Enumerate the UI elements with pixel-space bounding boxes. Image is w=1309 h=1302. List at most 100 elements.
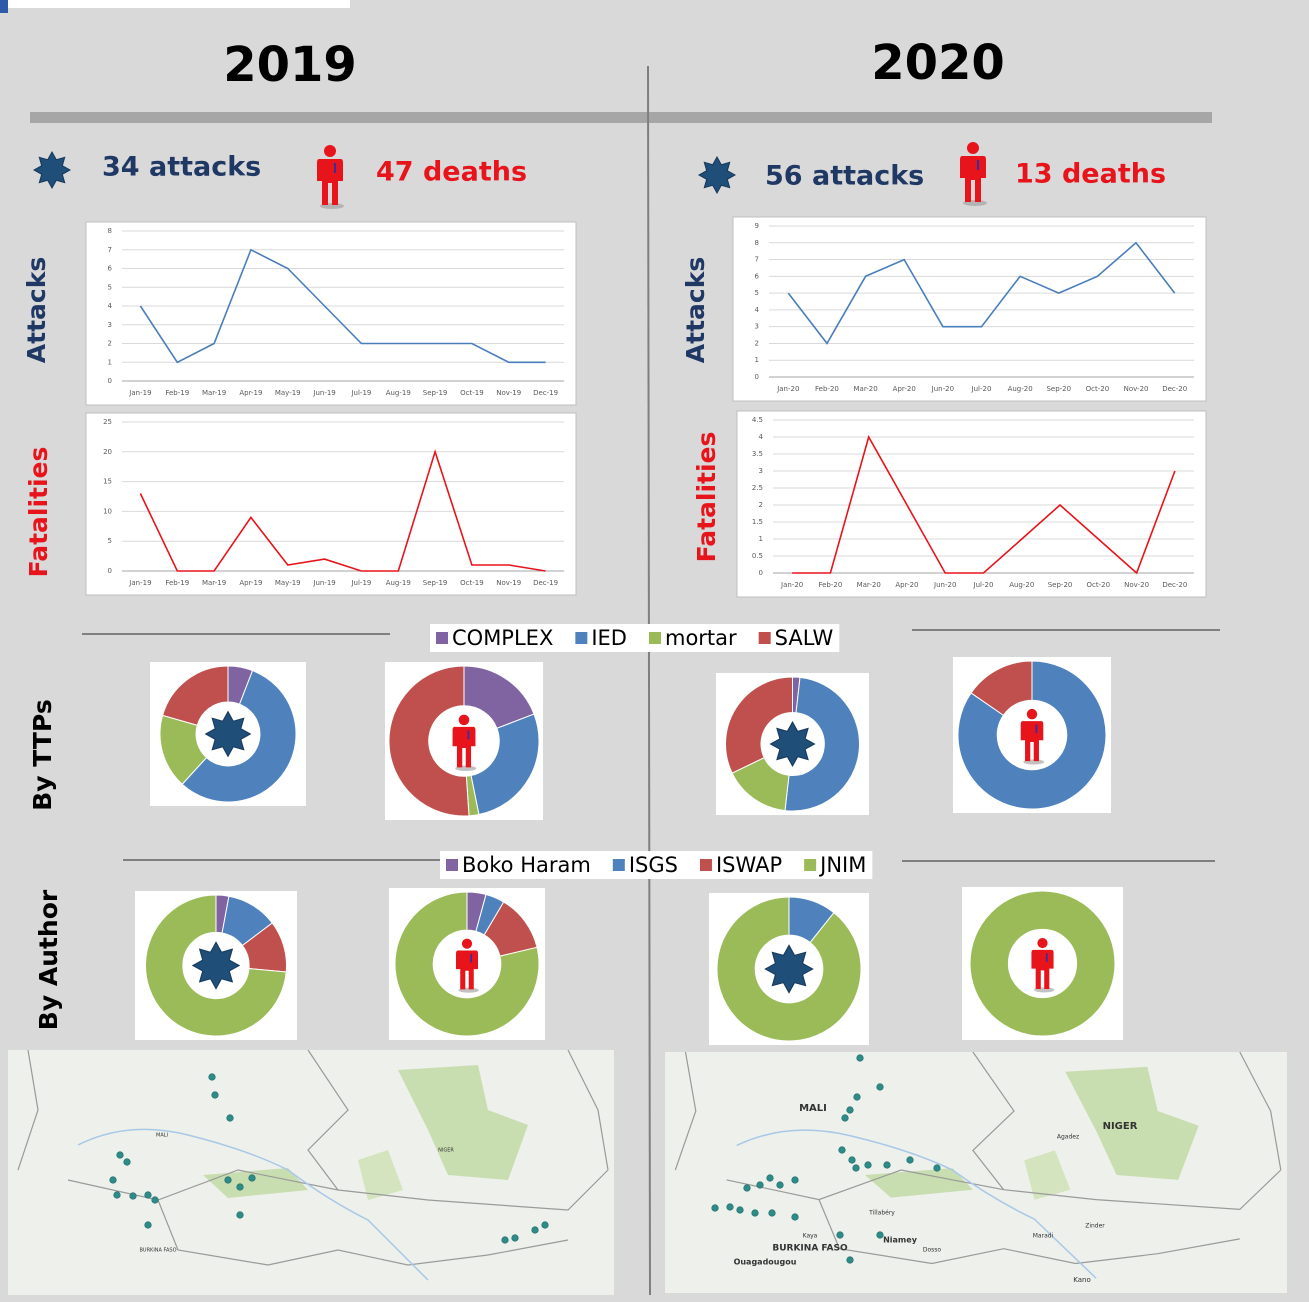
x-tick-label: Sep-20 (1048, 581, 1073, 589)
header-marker (0, 0, 8, 13)
legend-label: ISWAP (716, 853, 782, 877)
donut-segment (394, 891, 540, 1037)
map-event-dot (836, 1231, 844, 1239)
map-label: MALI (799, 1103, 827, 1114)
x-tick-label: Aug-20 (1008, 385, 1033, 393)
y-tick-label: 1 (759, 535, 763, 543)
y-tick-label: 0 (108, 377, 112, 385)
icon-head (458, 714, 470, 726)
column-divider (647, 65, 651, 1296)
map-label: NIGER (438, 1148, 454, 1154)
map-event-dot (211, 1091, 219, 1099)
y-tick-label: 3.5 (752, 450, 763, 458)
map-event-dot (838, 1146, 846, 1154)
y-tick-label: 0.5 (752, 552, 763, 560)
y-tick-label: 20 (103, 448, 112, 456)
icon-detail (1035, 724, 1038, 734)
x-tick-label: Jun-20 (933, 581, 956, 589)
attack-icon (191, 941, 241, 990)
attack-icon (764, 944, 814, 994)
icon-body (1031, 949, 1054, 990)
map-label: Kano (1073, 1276, 1090, 1284)
y-axis-label: Attacks (681, 257, 710, 363)
deaths-total: 13 deaths (1015, 159, 1166, 190)
icon-detail (977, 160, 979, 170)
x-tick-label: Dec-19 (533, 389, 558, 397)
map-label: BURKINA FASO (772, 1244, 848, 1254)
x-tick-label: Sep-19 (423, 389, 448, 397)
map-event-dot (933, 1164, 941, 1172)
x-tick-label: Feb-19 (165, 389, 189, 397)
legend-swatch (699, 859, 712, 871)
data-line (792, 434, 1176, 575)
icon-head (324, 145, 336, 157)
icon-body (960, 156, 986, 202)
x-tick-label: Apr-19 (239, 389, 262, 397)
map-label: Zinder (1085, 1223, 1105, 1230)
legend-label: JNIM (818, 853, 866, 877)
map-event-dot (846, 1106, 854, 1114)
donut-segment (969, 890, 1116, 1037)
map-region (1065, 1066, 1199, 1180)
map-border (674, 1051, 1282, 1265)
map-border (17, 1049, 609, 1266)
legend-swatch (436, 632, 448, 644)
y-tick-label: 4 (755, 306, 760, 314)
x-tick-label: Nov-19 (496, 579, 521, 587)
map-label: Tillabéry (868, 1210, 895, 1217)
attack-icon (769, 720, 816, 768)
map-label: Maradi (1033, 1233, 1054, 1240)
attack-icon (697, 155, 737, 195)
map-event-dot (129, 1192, 137, 1200)
y-tick-label: 0 (755, 373, 759, 381)
death-icon (1031, 937, 1055, 993)
x-tick-label: Dec-19 (533, 579, 558, 587)
map-event-dot (791, 1176, 799, 1184)
map-label: Kaya (803, 1233, 818, 1240)
legend-swatch (758, 632, 771, 644)
x-tick-label: Jun-20 (931, 385, 954, 393)
icon-head (967, 142, 979, 154)
legend-label: Boko Haram (462, 853, 591, 877)
map-region (398, 1065, 528, 1180)
map-event-dot (736, 1206, 744, 1214)
icon-body (452, 726, 476, 768)
map-label: Ouagadougou (734, 1258, 797, 1267)
y-tick-label: 4 (759, 433, 764, 441)
map-event-dot (883, 1161, 891, 1169)
legend-swatch (612, 859, 625, 871)
donut-segment (470, 713, 540, 816)
map-event-dot (224, 1176, 232, 1184)
map-event-dot (116, 1151, 124, 1159)
map-region (865, 1168, 973, 1198)
x-tick-label: Mar-20 (853, 385, 877, 393)
attack-icon (32, 150, 72, 190)
chart-panel (85, 412, 577, 596)
map-event-dot (864, 1161, 872, 1169)
map-event-dot (751, 1209, 759, 1217)
x-tick-label: Feb-20 (815, 385, 839, 393)
map-river (77, 1128, 429, 1281)
donut-segment (181, 669, 297, 803)
map-event-dot (109, 1176, 117, 1184)
y-tick-label: 8 (108, 227, 112, 235)
y-axis-label: Fatalities (24, 447, 53, 578)
legend-label: COMPLEX (452, 626, 553, 650)
map-event-dot (123, 1158, 131, 1166)
y-tick-label: 5 (108, 537, 112, 545)
y-tick-label: 7 (755, 256, 759, 264)
x-tick-label: Jul-20 (971, 385, 992, 393)
map-event-dot (852, 1164, 860, 1172)
x-tick-label: Jan-19 (128, 579, 151, 587)
y-tick-label: 4 (108, 302, 113, 310)
death-icon (317, 145, 344, 209)
year-title: 2019 (223, 37, 357, 93)
icon-detail (467, 730, 470, 740)
donut-segment (145, 894, 287, 1037)
map-event-dot (511, 1234, 519, 1242)
icon-head (461, 938, 473, 949)
death-icon (456, 938, 479, 993)
y-tick-label: 15 (103, 478, 112, 486)
y-tick-label: 2 (755, 339, 759, 347)
